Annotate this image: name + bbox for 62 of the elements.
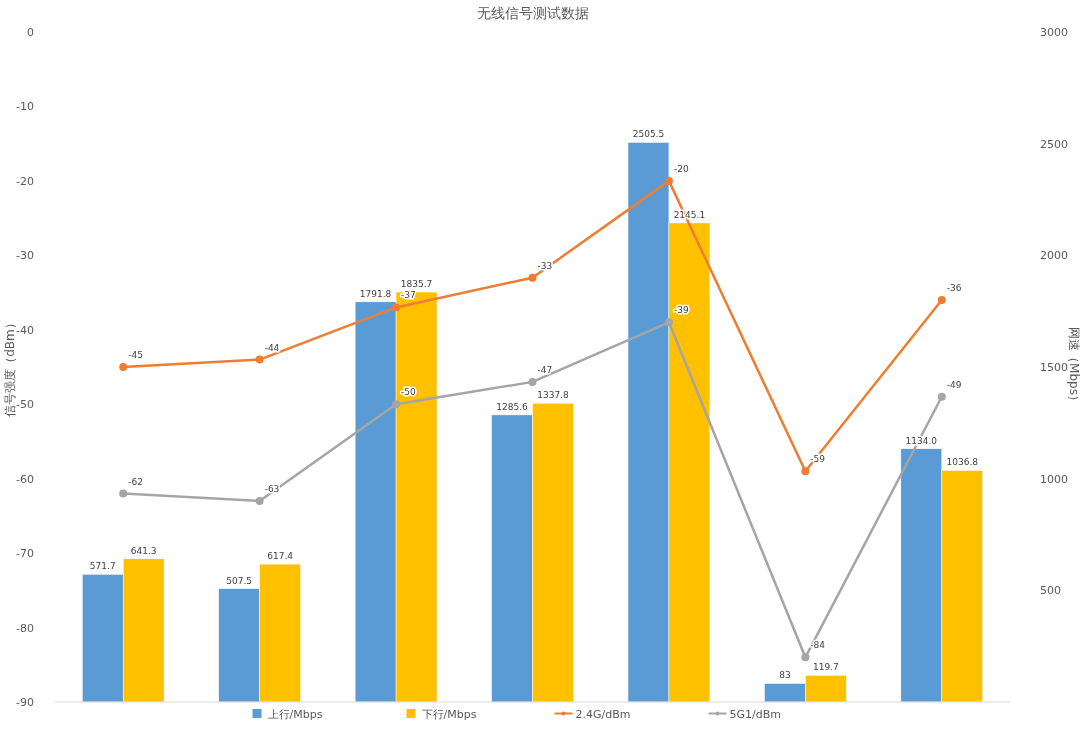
data-label: -50 — [401, 387, 417, 398]
y2-tick-label: 3000 — [1040, 26, 1068, 39]
data-label: -44 — [264, 342, 280, 353]
data-label: 1835.7 — [400, 279, 433, 290]
y-tick-label: -30 — [16, 249, 34, 263]
y-tick-label: -60 — [16, 472, 34, 486]
y2-tick-label: 500 — [1040, 584, 1061, 598]
y2-axis-title: 网速（Mbps） — [1067, 327, 1080, 407]
point — [528, 377, 537, 386]
data-label: 1134.0 — [905, 435, 938, 446]
data-label: -39 — [673, 305, 689, 316]
y-tick-label: -20 — [16, 174, 34, 188]
point — [664, 176, 673, 185]
point — [664, 318, 673, 327]
data-label: 507.5 — [226, 575, 253, 586]
data-label: 1036.8 — [946, 457, 979, 468]
data-label: 571.7 — [89, 561, 116, 572]
y-tick-label: -10 — [16, 100, 34, 114]
data-label: -84 — [810, 640, 826, 651]
y2-tick-label: 1500 — [1040, 361, 1068, 374]
data-label: 617.4 — [267, 551, 294, 562]
y2-tick-label: 1000 — [1040, 472, 1068, 486]
point — [392, 400, 401, 409]
data-label: 1337.8 — [537, 390, 569, 401]
data-label: -20 — [673, 163, 689, 174]
data-label: -63 — [264, 484, 280, 494]
data-label: 1791.8 — [359, 288, 392, 299]
data-label: -37 — [401, 290, 416, 301]
data-label: 119.7 — [812, 662, 839, 673]
point — [392, 303, 401, 312]
y-axis-title: 信号强度（dBm） — [3, 317, 17, 417]
data-label: -62 — [128, 476, 143, 487]
data-label: -45 — [128, 350, 143, 360]
legend-label: 下行/Mbps — [421, 708, 477, 721]
data-label: 1285.6 — [496, 401, 529, 412]
data-label: -49 — [946, 379, 962, 390]
y-tick-label: -50 — [16, 398, 34, 412]
data-label: 641.3 — [130, 545, 157, 556]
data-label: 83 — [779, 670, 791, 681]
point — [119, 363, 128, 371]
data-label: -47 — [537, 364, 553, 375]
point — [528, 273, 537, 282]
point — [119, 489, 128, 498]
y-tick-label: -90 — [16, 696, 34, 709]
legend-label: 5G1/dBm — [729, 708, 781, 721]
y-tick-label: -40 — [16, 323, 34, 337]
data-label: 2505.5 — [632, 129, 665, 140]
y-tick-label: -70 — [16, 547, 34, 561]
point — [801, 467, 810, 476]
y-tick-label: 0 — [27, 26, 34, 39]
point — [255, 497, 264, 505]
point — [937, 392, 946, 401]
point — [801, 653, 810, 662]
data-label: -36 — [946, 283, 962, 293]
y-tick-label: -80 — [16, 621, 34, 635]
legend-label: 上行/Mbps — [267, 708, 323, 721]
chart-title: 无线信号测试数据 — [476, 5, 589, 21]
y2-tick-label: 2000 — [1040, 249, 1068, 263]
point — [255, 355, 264, 364]
point — [937, 296, 946, 304]
y2-tick-label: 2500 — [1040, 137, 1068, 151]
legend-label: 2.4G/dBm — [575, 708, 631, 721]
